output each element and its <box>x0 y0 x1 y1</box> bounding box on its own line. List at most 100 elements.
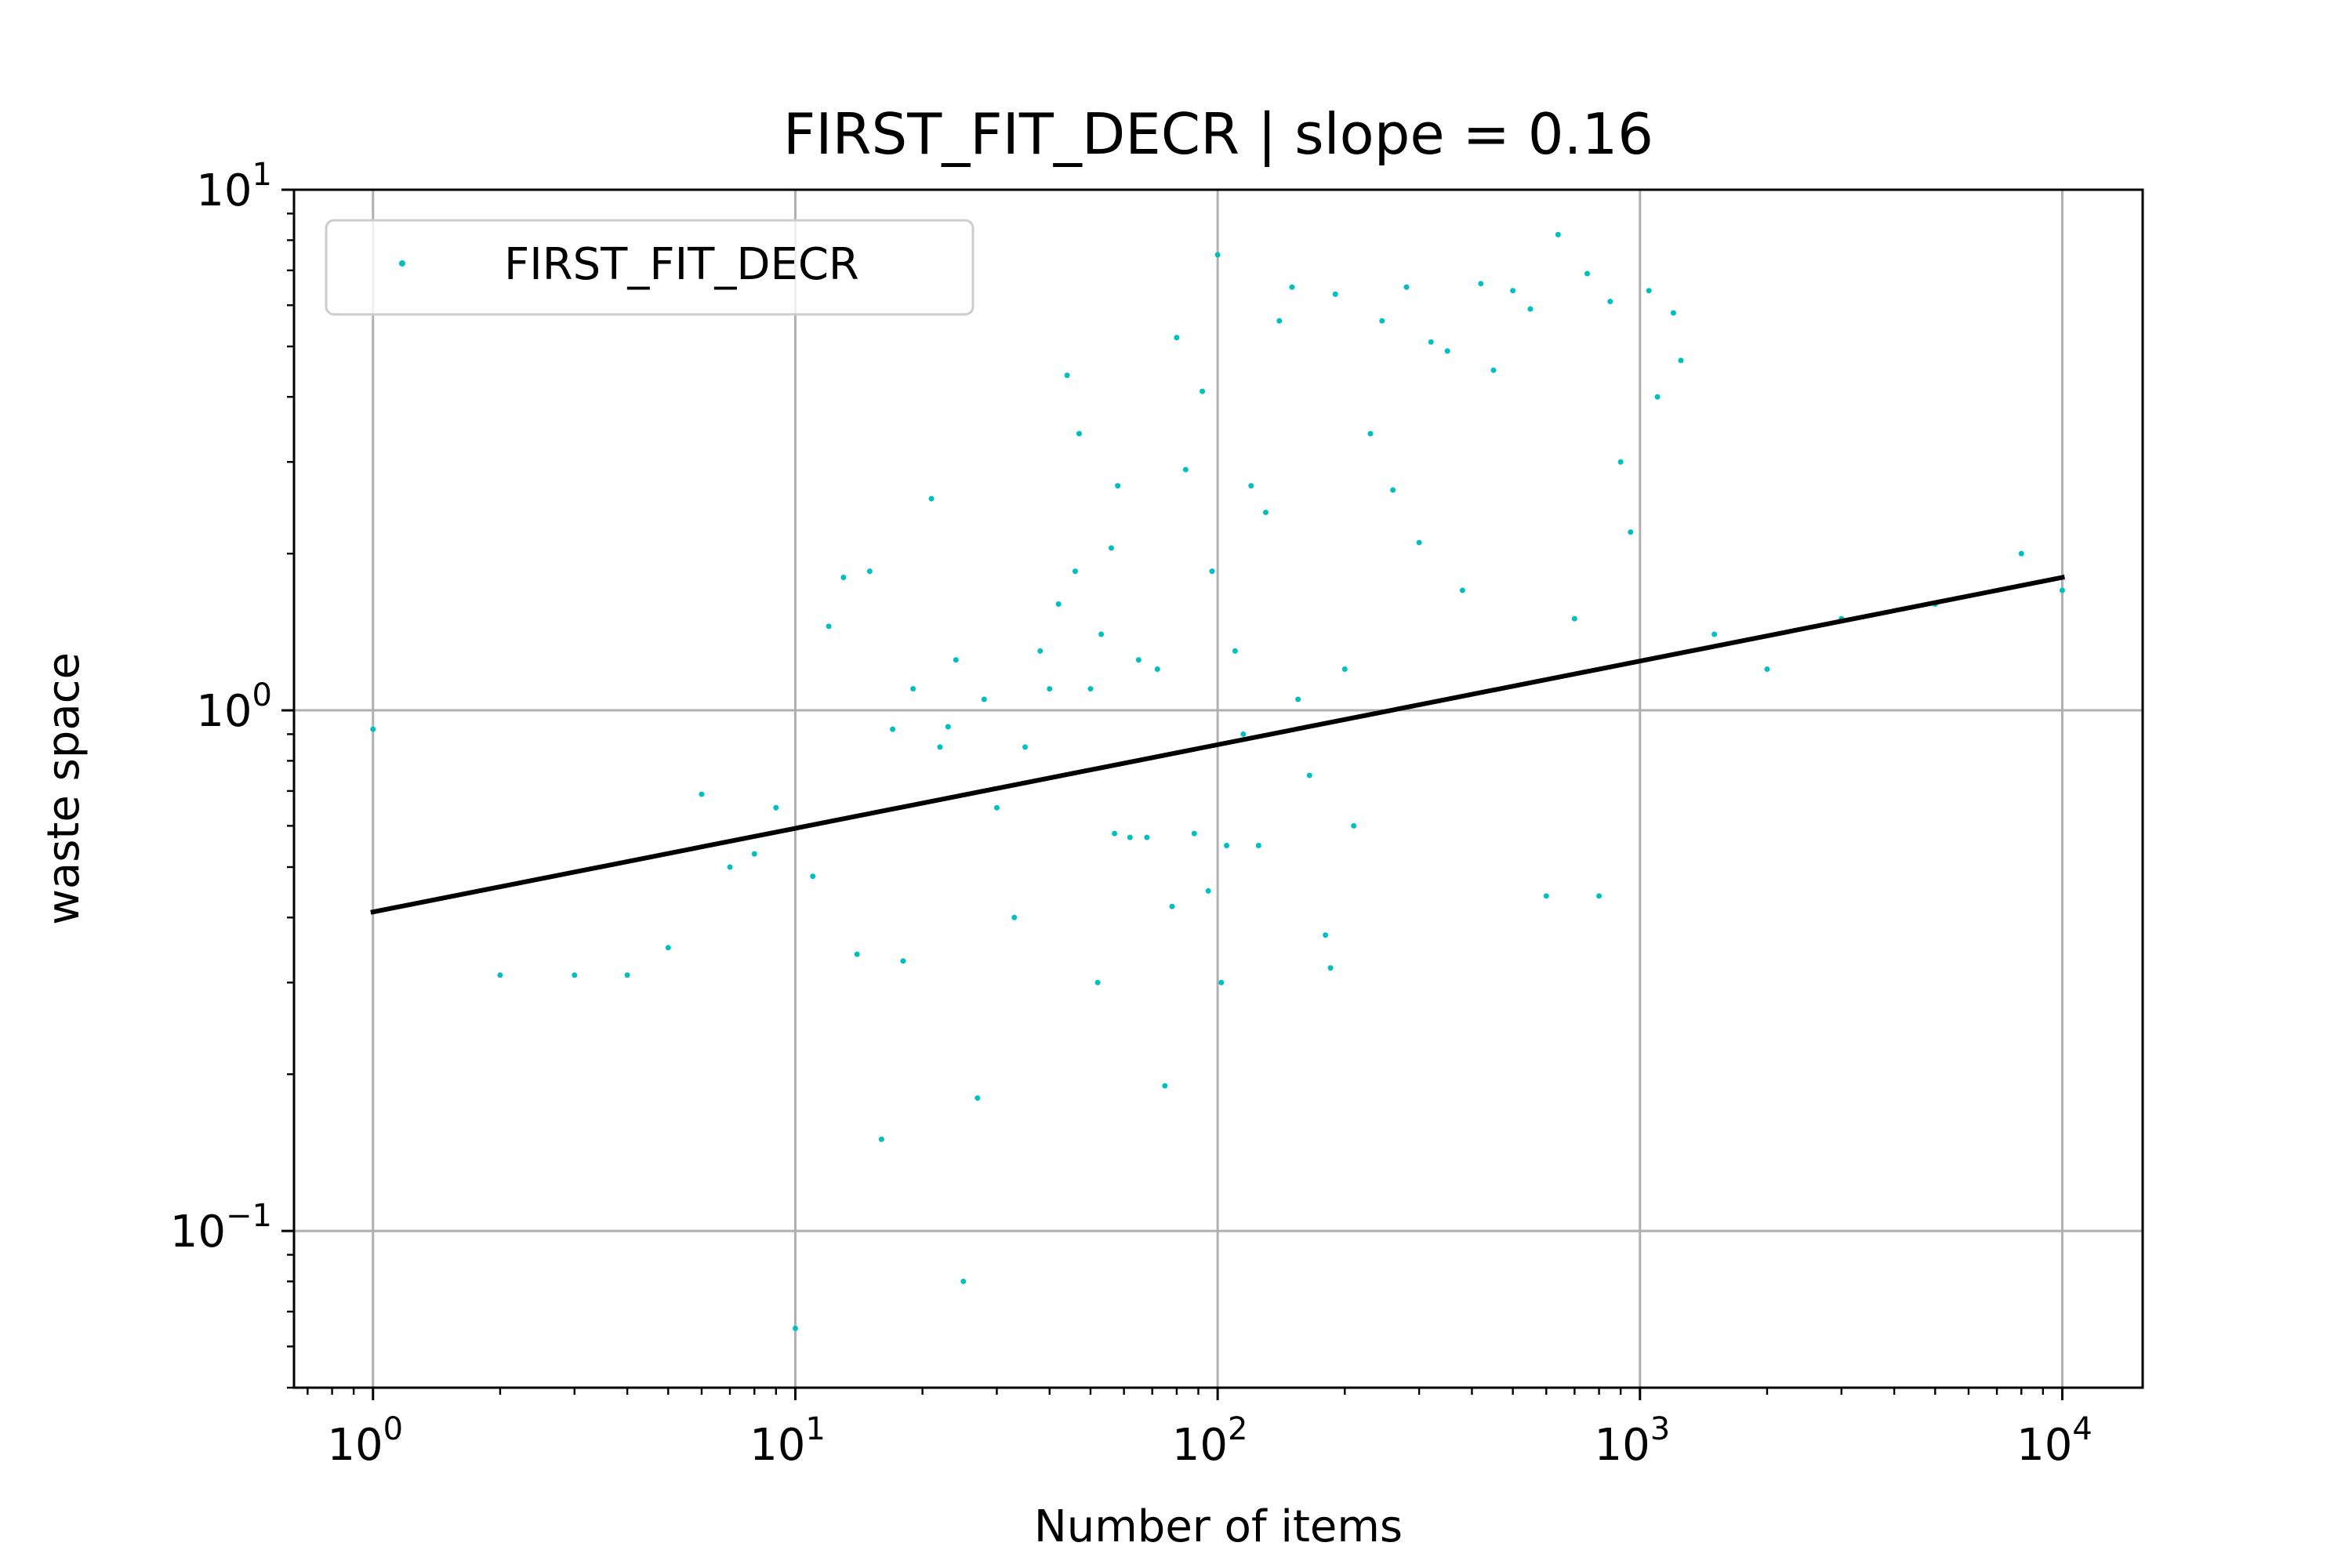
scatter-point <box>1072 568 1078 575</box>
scatter-point <box>1232 648 1238 654</box>
x-tick-label: 102 <box>1172 1411 1248 1471</box>
y-tick-label-base: 10 <box>196 165 252 216</box>
x-tick-label-base: 10 <box>2016 1420 2072 1471</box>
x-tick-label-base: 10 <box>1172 1420 1228 1471</box>
scatter-point <box>1510 288 1516 294</box>
scatter-point <box>1022 744 1029 750</box>
scatter-point <box>1555 231 1561 238</box>
scatter-point <box>890 726 896 732</box>
x-tick-label-base: 10 <box>327 1420 383 1471</box>
scatter-point <box>773 804 779 811</box>
scatter-point <box>370 726 376 732</box>
scatter-point <box>792 1325 798 1331</box>
scatter-point <box>1379 318 1385 324</box>
legend-marker <box>399 260 405 267</box>
x-tick-label-exponent: 4 <box>2072 1411 2092 1447</box>
scatter-point <box>699 791 705 797</box>
scatter-point <box>1205 887 1211 894</box>
x-tick-label: 100 <box>327 1411 403 1471</box>
scatter-point <box>1341 666 1348 672</box>
x-tick-label: 101 <box>750 1411 826 1471</box>
legend-label: FIRST_FIT_DECR <box>504 239 859 290</box>
scatter-point <box>727 864 733 870</box>
chart-title: FIRST_FIT_DECR | slope = 0.16 <box>783 101 1653 168</box>
scatter-point <box>1367 430 1374 437</box>
scatter-point <box>854 951 860 957</box>
scatter-point <box>1670 310 1676 316</box>
scatter-point <box>1064 372 1070 379</box>
scatter-point <box>1115 483 1121 489</box>
y-axis-label: waste space <box>38 652 89 925</box>
scatter-point <box>1478 281 1484 287</box>
scatter-point <box>1351 822 1357 829</box>
x-tick-label-base: 10 <box>750 1420 805 1471</box>
scatter-point <box>1584 270 1590 277</box>
scatter-point <box>1218 979 1225 985</box>
scatter-point <box>1108 545 1114 551</box>
scatter-point <box>572 972 578 978</box>
scatter-point <box>1076 430 1082 437</box>
scatter-points <box>370 231 2065 1331</box>
scatter-point <box>1011 914 1018 920</box>
x-tick-label-base: 10 <box>1594 1420 1650 1471</box>
scatter-point <box>866 568 873 575</box>
scatter-point <box>1654 394 1661 400</box>
scatter-point <box>910 686 916 692</box>
scatter-point <box>1263 510 1269 516</box>
x-tick-label: 104 <box>2016 1411 2092 1471</box>
scatter-point <box>1224 842 1230 848</box>
scatter-point <box>975 1095 981 1102</box>
scatter-point <box>810 873 816 880</box>
scatter-point <box>1135 657 1142 663</box>
scatter-point <box>1444 348 1450 354</box>
scatter-point <box>1428 339 1434 345</box>
scatter-point <box>1628 529 1634 535</box>
scatter-point <box>1416 539 1422 546</box>
y-tick-label: 101 <box>196 157 272 216</box>
scatter-point <box>1711 631 1718 637</box>
scatter-point <box>900 958 906 964</box>
scatter-point <box>1543 893 1549 899</box>
scatter-point <box>1490 367 1497 373</box>
scatter-point <box>1162 1083 1168 1089</box>
scatter-point <box>1248 483 1254 489</box>
y-tick-label-exponent: −1 <box>226 1198 272 1234</box>
scatter-point <box>1055 601 1062 608</box>
legend-box <box>325 219 975 316</box>
legend: FIRST_FIT_DECR <box>325 219 975 316</box>
x-tick-label-exponent: 1 <box>805 1411 825 1447</box>
fit-line-group <box>370 575 2065 915</box>
scatter-point <box>993 804 1000 811</box>
x-axis-label: Number of items <box>1034 1501 1403 1552</box>
scatter-point <box>1646 288 1652 294</box>
scatter-point <box>1332 291 1338 297</box>
y-tick-label-exponent: 1 <box>252 157 272 193</box>
y-tick-label: 100 <box>196 677 272 737</box>
scatter-point <box>840 575 847 581</box>
scatter-point <box>1087 686 1094 692</box>
scatter-point <box>1459 587 1465 593</box>
scatter-point <box>1764 666 1770 672</box>
scatter-point <box>1607 299 1613 305</box>
scatter-point <box>960 1278 967 1284</box>
scatter-point <box>1527 306 1534 312</box>
scatter-point <box>1182 466 1189 473</box>
scatter-point <box>1289 284 1295 290</box>
scatter-point <box>1240 731 1247 737</box>
y-tick-label-base: 10 <box>170 1207 226 1258</box>
y-tick-label: 10−1 <box>170 1198 272 1258</box>
scatter-point <box>1169 903 1175 909</box>
scatter-point <box>2059 587 2065 593</box>
scatter-point <box>1047 686 1053 692</box>
scatter-point <box>497 972 503 978</box>
scatter-point <box>1390 487 1396 493</box>
scatter-point <box>1571 615 1577 622</box>
x-tick-label-exponent: 3 <box>1650 1411 1670 1447</box>
scatter-point <box>1209 568 1215 575</box>
scatter-point <box>981 696 987 702</box>
scatter-point <box>1678 358 1684 364</box>
scatter-point <box>1037 648 1044 654</box>
scatter-point <box>953 657 959 663</box>
scatter-point <box>1144 834 1150 840</box>
